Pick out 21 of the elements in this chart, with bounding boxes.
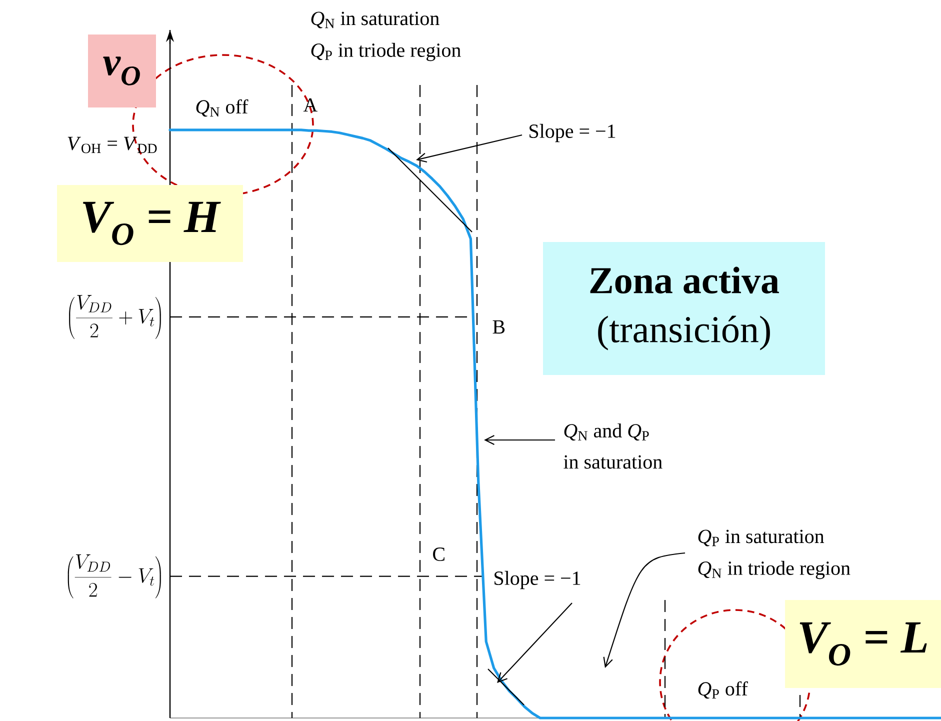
annotation: Slope = −1 bbox=[530, 124, 616, 142]
annotation: B bbox=[492, 320, 505, 334]
text: V$_{OH}$ = V$_{DD}$ bbox=[68, 136, 157, 154]
annotation: (transición) bbox=[598, 316, 770, 350]
text: Q$_{N}$ off bbox=[196, 99, 248, 117]
annotation: Q$_{P}$ off bbox=[698, 681, 748, 699]
annotation: V$_{O}$ = L bbox=[800, 622, 927, 666]
annotation: Slope = −1 bbox=[494, 570, 580, 590]
ref-line-label: $\left(\frac{V_{DD}}{2} - V_{t}\right)$ bbox=[68, 554, 161, 598]
annotation: C bbox=[433, 548, 444, 562]
annotation: A bbox=[303, 98, 318, 112]
text: Q$_{P}$ in triode region bbox=[311, 42, 461, 62]
ref-line-label: $\left(\frac{V_{DD}}{2} + V_{t}\right)$ bbox=[69, 295, 161, 339]
annotation: V$_{O}$ = H bbox=[82, 202, 221, 246]
annotation: Q$_{P}$ in saturation bbox=[698, 530, 824, 546]
annotation: Q$_{N}$ in triode region bbox=[698, 560, 850, 580]
annotation: Q$_{N}$ and Q$_{P}$ bbox=[564, 423, 649, 441]
y-axis-title: v$_{O}$ bbox=[103, 56, 140, 86]
text: Q$_{N}$ in saturation bbox=[311, 12, 440, 28]
annotation: Zona activa bbox=[590, 266, 779, 294]
annotation: in saturation bbox=[564, 455, 662, 469]
